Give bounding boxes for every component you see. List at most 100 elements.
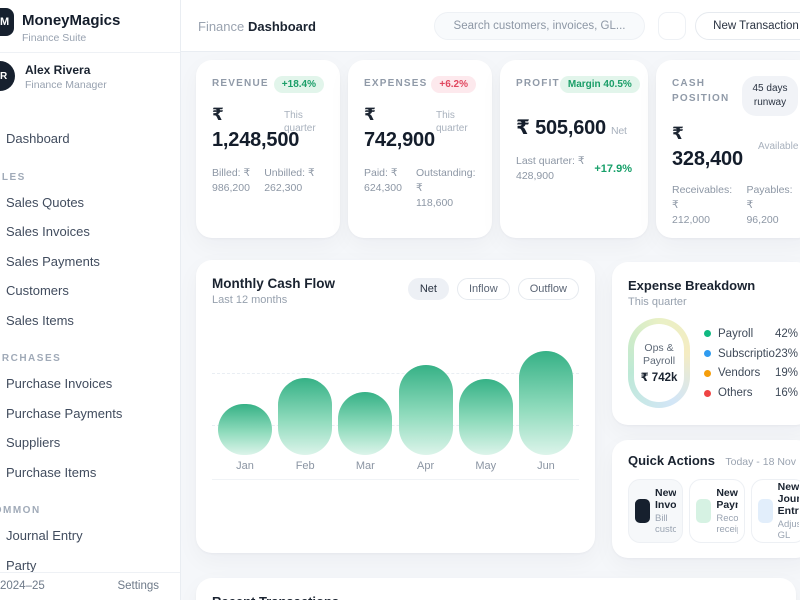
revenue-period: This quarter — [284, 110, 316, 134]
quick-action-tiles: New InvoiceBill customers New PaymentReco… — [628, 479, 800, 543]
sidebar-item-purchase-payments[interactable]: Purchase Payments — [6, 405, 123, 421]
x-label-feb: Feb — [295, 460, 315, 472]
x-label-mar: Mar — [355, 460, 375, 472]
profit-last-quarter: Last quarter: ₹428,900 — [516, 155, 585, 182]
sidebar-item-journal-entry[interactable]: Journal Entry — [6, 528, 83, 543]
bar-chart — [212, 338, 579, 455]
x-label-jun: Jun — [537, 460, 555, 472]
sidebar-item-purchase-invoices[interactable]: Purchase Invoices — [6, 376, 113, 391]
expenses-outstanding: Outstanding: ₹118,600 — [415, 167, 476, 209]
app-name: MoneyMagics — [22, 12, 121, 29]
recent-transactions-title: Recent Transactions — [212, 594, 780, 600]
new-transaction-button[interactable]: New Transaction — [695, 12, 800, 40]
toggle-outflow[interactable]: Outflow — [517, 278, 579, 300]
gridline — [212, 373, 579, 374]
legend-row-subscriptions: Subscriptions23% — [704, 344, 798, 364]
search-input[interactable] — [435, 13, 644, 39]
chart-title: Monthly Cash Flow — [212, 276, 335, 291]
bar-jan — [218, 404, 272, 455]
legend-label: Subscriptions — [718, 347, 775, 360]
page-title: Dashboard — [248, 19, 316, 34]
donut-center: Ops & Payroll ₹ 742k — [634, 324, 684, 402]
expense-breakdown-title: Expense Breakdown — [628, 278, 756, 293]
revenue-badge: +18.4% — [273, 76, 324, 93]
settings-link[interactable]: Settings — [117, 580, 159, 592]
sidebar-item-sales-quotes[interactable]: Sales Quotes — [6, 194, 85, 210]
legend-percent: 23% — [774, 347, 798, 360]
toggle-net[interactable]: Net — [407, 278, 449, 300]
header-icon-button[interactable] — [658, 12, 686, 40]
new-payment-icon — [696, 499, 712, 523]
legend-percent: 19% — [774, 367, 798, 380]
quick-actions-card: Quick Actions Today - 18 Nov New Invoice… — [612, 440, 800, 558]
sidebar-item-suppliers[interactable]: Suppliers — [6, 435, 61, 450]
expenses-badge: +6.2% — [431, 76, 476, 93]
bar-feb — [278, 378, 333, 455]
bar-jun — [518, 351, 573, 455]
profit-value: ₹ 505,600 Net — [516, 117, 627, 139]
sidebar: MM MoneyMagics Finance Suite AR Alex Riv… — [0, 0, 181, 600]
legend-label: Others — [718, 387, 753, 400]
top-header: Finance Dashboard New Transaction — [181, 0, 800, 52]
nav-section-sales: SALES — [0, 171, 26, 183]
tile-text: New InvoiceBill customers — [655, 487, 677, 535]
legend-dot-payroll — [704, 330, 711, 338]
cash-payables: Payables: ₹96,200 — [746, 184, 793, 226]
sidebar-item-sales-invoices[interactable]: Sales Invoices — [6, 224, 90, 239]
app-logo: MM — [0, 8, 14, 36]
cash-value: 328,400 — [672, 148, 743, 170]
divider — [0, 52, 180, 53]
expense-breakdown-subtitle: This quarter — [628, 296, 687, 308]
sidebar-item-party[interactable]: Party — [6, 557, 37, 573]
fiscal-year-selector[interactable]: 2024–25 — [0, 580, 45, 592]
bar-may — [458, 379, 513, 455]
cash-label: CASH POSITION — [672, 78, 730, 104]
new-payment-button[interactable]: New PaymentRecord receipts — [689, 479, 745, 543]
profit-suffix: Net — [610, 125, 627, 137]
x-label-apr: Apr — [417, 460, 435, 472]
new-journal-entry-button[interactable]: New Journal EntryAdjust GL — [750, 479, 800, 543]
new-journal-entry-icon — [757, 499, 773, 523]
sidebar-item-dashboard[interactable]: Dashboard — [6, 131, 70, 146]
x-axis-line — [212, 479, 579, 480]
quick-actions-title: Quick Actions — [628, 453, 715, 468]
sidebar-item-purchase-items[interactable]: Purchase Items — [6, 464, 97, 480]
expenses-period: This quarter — [436, 110, 468, 134]
x-label-may: May — [475, 460, 497, 472]
donut-ring: Ops & Payroll ₹ 742k — [628, 318, 690, 408]
legend-label: Vendors — [718, 367, 761, 380]
sidebar-item-sales-payments[interactable]: Sales Payments — [6, 253, 100, 269]
user-name: Alex Rivera — [25, 63, 91, 77]
legend-row-vendors: Vendors 19% — [704, 364, 798, 384]
cash-receivables: Receivables: ₹212,000 — [672, 184, 733, 226]
nav-section-common: COMMON — [0, 505, 41, 516]
gridline — [212, 425, 579, 426]
legend-dot-others — [704, 389, 711, 397]
profit-badge: Margin 40.5% — [559, 76, 640, 93]
user-avatar[interactable]: AR — [0, 61, 15, 91]
currency-symbol: ₹ — [672, 124, 684, 143]
expenses-label: EXPENSES — [364, 78, 428, 89]
chart-toggle-group: Net Inflow Outflow — [407, 278, 579, 300]
new-invoice-button[interactable]: New InvoiceBill customers — [628, 479, 684, 543]
expenses-value: 742,900 — [364, 129, 435, 151]
user-role: Finance Manager — [25, 79, 107, 91]
cash-runway-badge: 45 days runway — [742, 76, 798, 116]
profit-card: PROFIT Margin 40.5% ₹ 505,600 Net Last qu… — [500, 60, 648, 238]
legend-dot-vendors — [704, 369, 711, 377]
tile-text: New Journal EntryAdjust GL — [777, 481, 799, 541]
legend-percent: 42% — [774, 327, 798, 340]
bar-mar — [338, 392, 393, 455]
revenue-value: 1,248,500 — [212, 129, 300, 151]
legend-row-others: Others 16% — [704, 383, 798, 403]
currency-symbol: ₹ — [212, 105, 224, 124]
tile-text: New PaymentRecord receipts — [716, 487, 738, 535]
sidebar-item-customers[interactable]: Customers — [6, 283, 69, 298]
legend-row-payroll: Payroll 42% — [704, 324, 798, 344]
breadcrumb[interactable]: Finance — [198, 19, 245, 34]
expense-legend: Payroll 42% Subscriptions23% Vendors 19% Othe… — [704, 324, 798, 403]
revenue-label: REVENUE — [212, 78, 269, 89]
x-label-jan: Jan — [236, 460, 254, 472]
sidebar-item-sales-items[interactable]: Sales Items — [6, 312, 74, 328]
toggle-inflow[interactable]: Inflow — [456, 278, 510, 300]
